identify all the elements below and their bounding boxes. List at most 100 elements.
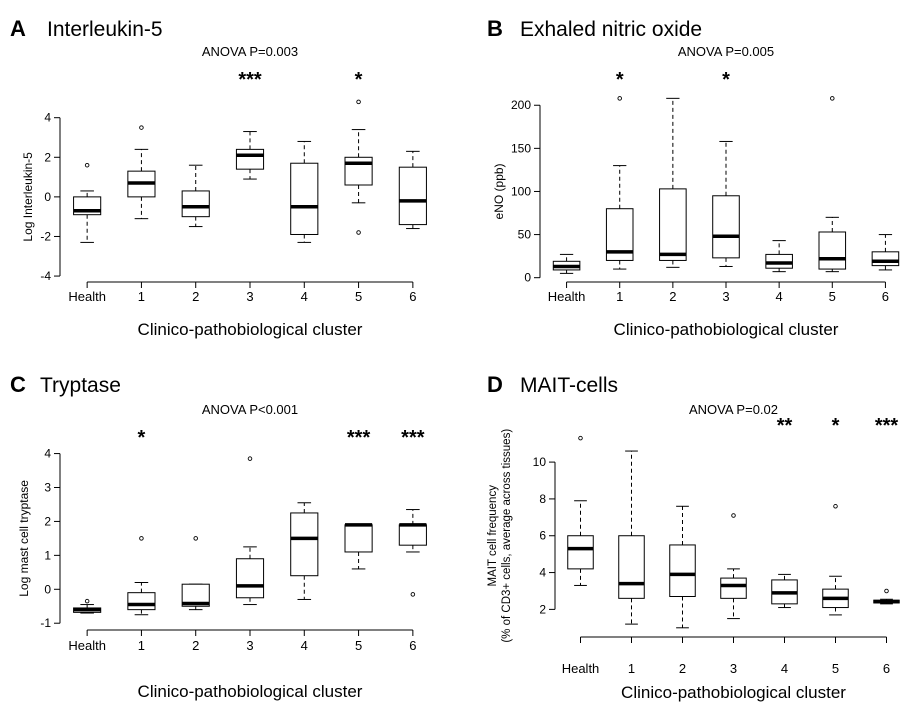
outlier-point [84,162,90,168]
box-5 [344,99,373,235]
outlier-point [884,588,889,594]
x-tick-label: 3 [246,289,253,304]
y-tick-label: 0 [44,190,51,204]
y-tick-label: 2 [44,514,51,528]
box-health [73,162,102,243]
y-axis-label: MAIT cell frequency [487,485,499,587]
y-tick-label: -1 [40,616,51,630]
box-iqr [669,544,696,597]
box-2 [181,164,210,228]
significance-stars: *** [238,69,262,91]
panel-letter: C [10,372,26,397]
y-tick-label: -4 [40,269,51,283]
outlier-point [410,592,416,597]
x-tick-label: 5 [355,638,362,653]
box-3 [720,513,747,620]
box-2 [669,505,696,629]
y-tick-label: 2 [539,602,546,616]
box-4 [290,140,319,243]
box-iqr [344,524,373,553]
x-tick-label: 6 [409,638,416,653]
outlier-point [247,456,253,461]
outlier-point [617,96,622,101]
anova-label: ANOVA P<0.001 [202,402,298,417]
y-tick-label: 0 [44,582,51,596]
box-5 [818,96,847,273]
anova-label: ANOVA P=0.003 [202,44,298,59]
significance-stars: * [722,69,730,91]
x-axis-label: Clinico-pathobiological cluster [138,320,363,339]
x-tick-label: Health [68,289,106,304]
box-6 [873,588,900,605]
x-tick-label: 4 [301,638,308,653]
box-3 [235,456,265,606]
panel-a: A Interleukin-5 ANOVA P=0.003 -4 -2 0 2 4 Health… [10,16,427,339]
x-tick-label: 1 [628,661,635,676]
panel-title: MAIT-cells [520,374,618,397]
box-iqr [235,558,265,599]
y-tick-label: 50 [518,228,532,242]
box-iqr [659,188,687,261]
significance-stars: * [138,427,146,449]
x-tick-label: Health [562,661,600,676]
outlier-point [830,96,835,101]
x-tick-label: 3 [722,289,729,304]
x-tick-label: 2 [669,289,676,304]
box-health [567,435,594,586]
box-1 [605,96,634,270]
anova-label: ANOVA P=0.02 [689,402,778,417]
y-axis-label: Log Interleukin-5 [21,152,35,242]
box-1 [127,125,156,220]
outlier-point [356,230,361,235]
box-iqr [398,524,427,546]
significance-stars: *** [875,415,899,437]
panel-title: Tryptase [40,374,121,397]
box-1 [127,536,156,616]
significance-stars: *** [401,427,425,449]
box-2 [181,536,210,611]
box-5 [344,523,373,570]
x-tick-label: 2 [192,289,199,304]
y-tick-label: 2 [44,150,51,164]
box-iqr [344,156,373,186]
significance-stars: ** [777,415,793,437]
x-tick-label: 3 [246,638,253,653]
outlier-point [139,125,144,130]
y-tick-label: 200 [511,98,531,112]
box-iqr [398,166,427,226]
box-iqr [290,512,319,577]
outlier-point [833,504,838,509]
significance-stars: *** [347,427,371,449]
box-iqr [818,231,847,270]
box-iqr [127,592,156,611]
x-tick-label: 4 [776,289,783,304]
y-tick-label: 4 [44,111,51,125]
box-6 [398,509,427,597]
panel-title: Exhaled nitric oxide [520,18,702,41]
x-tick-label: 2 [192,638,199,653]
box-iqr [181,190,210,218]
box-iqr [235,148,265,170]
x-axis-label: Clinico-pathobiological cluster [614,320,839,339]
box-iqr [567,535,594,570]
box-3 [712,140,740,267]
outlier-point [731,513,736,518]
x-tick-label: Health [68,638,106,653]
y-tick-label: 4 [539,566,546,580]
y-axis-label-secondary: (% of CD3+ cells, average across tissues… [501,429,513,643]
x-tick-label: 6 [409,289,416,304]
panel-b: B Exhaled nitric oxide ANOVA P=0.005 0 50 100… [487,16,900,339]
x-tick-label: 1 [138,638,145,653]
x-tick-label: 1 [616,289,623,304]
box-4 [765,240,793,273]
outlier-point [356,99,361,105]
y-tick-label: 8 [539,492,546,506]
x-tick-label: 4 [781,661,788,676]
outlier-point [84,598,90,604]
x-axis-label: Clinico-pathobiological cluster [621,683,846,702]
y-tick-label: 150 [511,141,531,155]
box-6 [871,234,900,271]
y-tick-label: 1 [44,548,51,562]
panel-d: D MAIT-cells ANOVA P=0.02 2 4 6 8 10 Health 1 2 3 4 5… [487,372,900,702]
box-4 [290,502,319,600]
